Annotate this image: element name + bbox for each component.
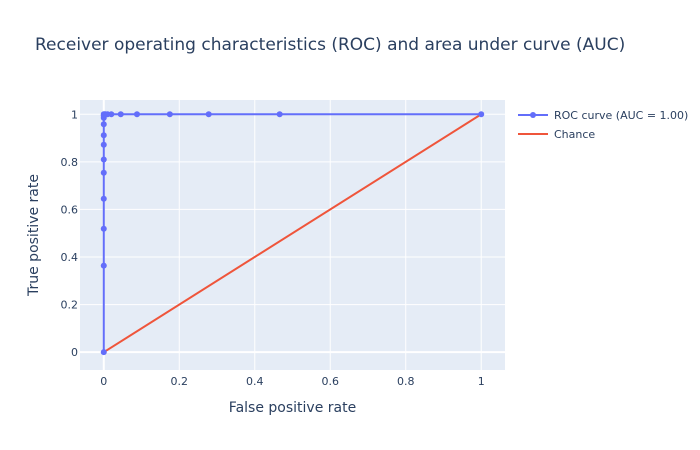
y-tick-label: 0: [71, 346, 78, 359]
chance-line: [102, 113, 483, 354]
roc-point[interactable]: [100, 349, 107, 356]
roc-point[interactable]: [117, 111, 124, 118]
legend-chance-label: Chance: [554, 128, 595, 141]
x-axis-title: False positive rate: [229, 400, 356, 416]
y-tick-labels: 0 0.2 0.4 0.6 0.8 1: [61, 108, 79, 359]
x-tick-label: 0: [100, 375, 107, 388]
roc-point[interactable]: [100, 141, 107, 148]
chart-title: Receiver operating characteristics (ROC)…: [35, 35, 625, 55]
legend-roc-marker: [530, 112, 536, 118]
roc-point[interactable]: [100, 169, 107, 176]
x-tick-label: 1: [478, 375, 485, 388]
legend-item-roc[interactable]: ROC curve (AUC = 1.00): [518, 109, 688, 122]
y-tick-label: 0.2: [61, 299, 79, 312]
legend-item-chance[interactable]: Chance: [518, 128, 595, 141]
legend[interactable]: ROC curve (AUC = 1.00) Chance: [518, 109, 688, 141]
roc-point[interactable]: [100, 225, 107, 232]
roc-point[interactable]: [478, 111, 485, 118]
y-tick-label: 0.6: [61, 203, 79, 216]
data-series: [100, 111, 485, 356]
roc-point[interactable]: [100, 262, 107, 269]
roc-point[interactable]: [100, 132, 107, 139]
y-tick-label: 0.4: [61, 251, 79, 264]
legend-roc-label: ROC curve (AUC = 1.00): [554, 109, 688, 122]
roc-point[interactable]: [205, 111, 212, 118]
grid-lines: [80, 100, 505, 370]
roc-point[interactable]: [276, 111, 283, 118]
roc-point[interactable]: [133, 111, 140, 118]
roc-point[interactable]: [100, 121, 107, 128]
y-tick-label: 1: [71, 108, 78, 121]
roc-point[interactable]: [100, 156, 107, 163]
x-tick-label: 0.8: [397, 375, 415, 388]
y-tick-label: 0.8: [61, 156, 79, 169]
x-tick-label: 0.6: [321, 375, 339, 388]
roc-point[interactable]: [100, 195, 107, 202]
y-axis-title: True positive rate: [26, 174, 42, 297]
x-tick-label: 0.2: [171, 375, 189, 388]
x-tick-label: 0.4: [246, 375, 264, 388]
roc-point[interactable]: [166, 111, 173, 118]
x-tick-labels: 0 0.2 0.4 0.6 0.8 1: [100, 375, 484, 388]
roc-point[interactable]: [108, 111, 115, 118]
